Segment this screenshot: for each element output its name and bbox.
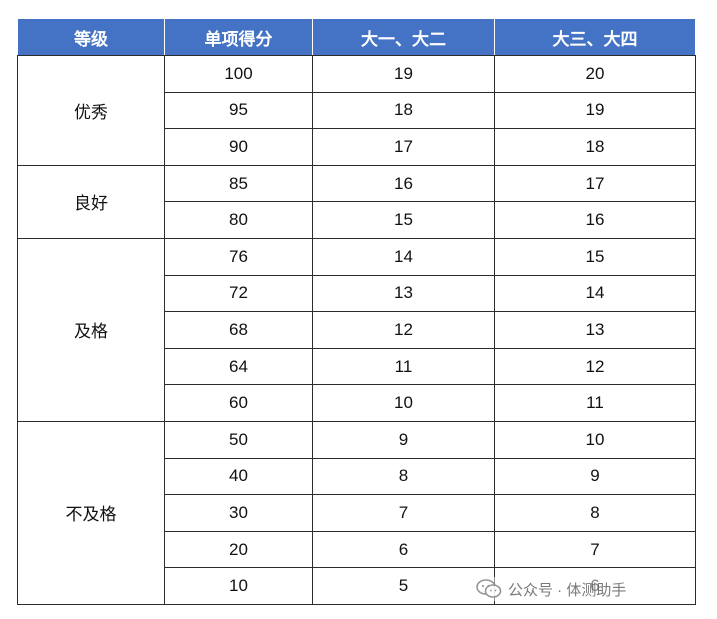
table-row: 95 18 19: [18, 91, 696, 130]
score-cell: 20: [164, 530, 313, 569]
watermark-text: 公众号 · 体测助手: [508, 581, 627, 599]
header-row: 等级 单项得分 大一、大二 大三、大四: [17, 18, 696, 56]
year-3-4-cell: 14: [494, 274, 696, 313]
score-cell: 95: [164, 91, 313, 130]
grade-cell: 优秀: [17, 55, 165, 166]
year-3-4-cell: 11: [494, 384, 696, 422]
grade-cell: 不及格: [17, 420, 165, 605]
year-3-4-cell: 7: [494, 530, 696, 569]
year-1-2-cell: 13: [312, 274, 495, 313]
header-year-3-4: 大三、大四: [494, 18, 696, 56]
year-3-4-cell: 17: [494, 164, 696, 203]
year-1-2-cell: 17: [312, 128, 495, 166]
year-3-4-cell: 8: [494, 494, 696, 532]
year-1-2-cell: 9: [312, 420, 495, 459]
score-table: 等级 单项得分 大一、大二 大三、大四 优秀 100 19 20 95 18 19 90 17 1…: [17, 18, 696, 605]
table-row: 30 7 8: [18, 494, 696, 532]
year-3-4-cell: 15: [494, 237, 696, 276]
header-year-1-2: 大一、大二: [312, 18, 495, 56]
table-row: 90 17 18: [18, 128, 696, 166]
year-1-2-cell: 11: [312, 347, 495, 386]
year-1-2-cell: 15: [312, 201, 495, 239]
watermark: 公众号 · 体测助手: [474, 577, 629, 601]
year-3-4-cell: 13: [494, 311, 696, 349]
table-row: 60 10 11: [18, 384, 696, 422]
year-3-4-cell: 18: [494, 128, 696, 166]
table-row: 72 13 14: [18, 274, 696, 313]
score-cell: 60: [164, 384, 313, 422]
year-3-4-cell: 10: [494, 420, 696, 459]
grade-cell: 及格: [17, 237, 165, 422]
score-cell: 68: [164, 311, 313, 349]
wechat-icon: [476, 579, 502, 599]
year-1-2-cell: 6: [312, 530, 495, 569]
table-row: 优秀 100 19 20: [17, 55, 696, 166]
year-1-2-cell: 18: [312, 91, 495, 130]
year-3-4-cell: 6: [494, 567, 696, 605]
table-row: 40 8 9: [18, 457, 696, 496]
year-3-4-cell: 16: [494, 201, 696, 239]
score-cell: 80: [164, 201, 313, 239]
table-row: 及格 76 14 15: [17, 237, 696, 422]
score-cell: 76: [164, 237, 313, 276]
score-cell: 85: [164, 164, 313, 203]
score-cell: 90: [164, 128, 313, 166]
year-1-2-cell: 16: [312, 164, 495, 203]
table-row: 不及格 50 9 10: [17, 420, 696, 605]
year-1-2-cell: 10: [312, 384, 495, 422]
table-row: 80 15 16: [18, 201, 696, 239]
score-cell: 30: [164, 494, 313, 532]
year-3-4-cell: 19: [494, 91, 696, 130]
table-row: 64 11 12: [18, 347, 696, 386]
year-1-2-cell: 19: [312, 55, 495, 93]
score-cell: 72: [164, 274, 313, 313]
year-1-2-cell: 8: [312, 457, 495, 496]
score-cell: 10: [164, 567, 313, 605]
table-row: 1056: [18, 567, 696, 605]
year-3-4-cell: 12: [494, 347, 696, 386]
table-row: 68 12 13: [18, 311, 696, 349]
year-1-2-cell: 14: [312, 237, 495, 276]
score-cell: 40: [164, 457, 313, 496]
year-1-2-cell: 7: [312, 494, 495, 532]
header-grade: 等级: [17, 18, 165, 56]
year-3-4-cell: 20: [494, 55, 696, 93]
table-body: 优秀 100 19 20 95 18 19 90 17 18 良好 85 16 17 80 15 16 及格 76 1…: [17, 55, 696, 605]
grade-cell: 良好: [17, 164, 165, 239]
header-score: 单项得分: [164, 18, 313, 56]
year-1-2-cell: 5: [312, 567, 495, 605]
score-cell: 50: [164, 420, 313, 459]
table-header: 等级 单项得分 大一、大二 大三、大四: [17, 18, 696, 56]
table-row: 20 6 7: [18, 530, 696, 569]
year-3-4-cell: 9: [494, 457, 696, 496]
score-cell: 100: [164, 55, 313, 93]
score-cell: 64: [164, 347, 313, 386]
year-1-2-cell: 12: [312, 311, 495, 349]
table-row: 良好 85 16 17: [17, 164, 696, 239]
